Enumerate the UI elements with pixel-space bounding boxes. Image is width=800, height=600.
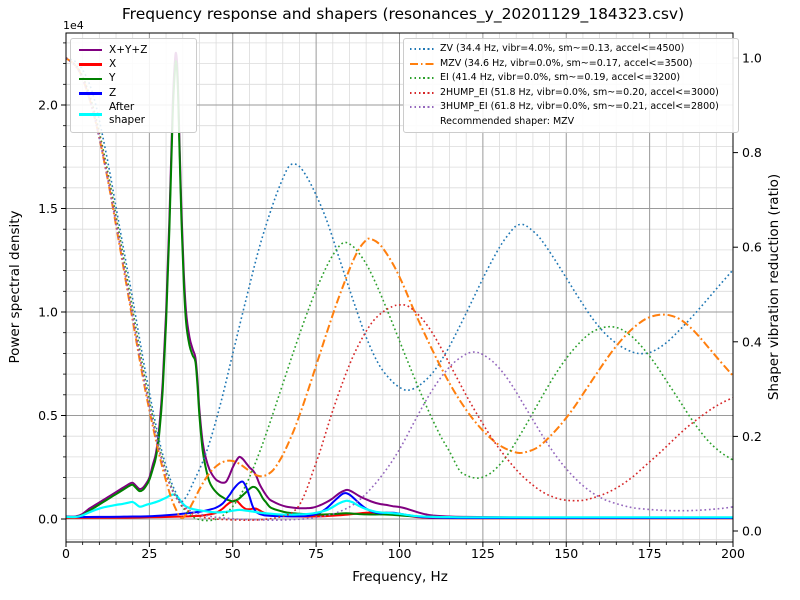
- legend-line-swatch: [410, 106, 434, 109]
- legend-label: X+Y+Z: [109, 43, 148, 56]
- curve-y: [65, 60, 733, 519]
- chart-title: Frequency response and shapers (resonanc…: [122, 5, 684, 24]
- y-left-offset-text: 1e4: [63, 19, 84, 32]
- legend-item-3hump-ei: 3HUMP_EI (61.8 Hz, vibr=0.0%, sm~=0.21, …: [410, 101, 732, 113]
- legend-item-mzv: MZV (34.6 Hz, vibr=0.0%, sm~=0.17, accel…: [410, 58, 732, 70]
- legend-label: Z: [109, 86, 117, 99]
- legend-item-2hump-ei: 2HUMP_EI (51.8 Hz, vibr=0.0%, sm~=0.20, …: [410, 87, 732, 99]
- y-left-tick-label: 1.0: [38, 305, 58, 320]
- x-tick-label: 25: [141, 546, 157, 561]
- x-tick-label: 175: [638, 546, 662, 561]
- legend-label: 2HUMP_EI (51.8 Hz, vibr=0.0%, sm~=0.20, …: [440, 86, 719, 98]
- y-right-tick-label: 0.6: [742, 240, 762, 255]
- legend-line-swatch: [79, 113, 102, 116]
- curve-mzv: [65, 57, 734, 519]
- y-right-tick-label: 1.0: [742, 51, 762, 66]
- legend-shapers: ZV (34.4 Hz, vibr=4.0%, sm~=0.13, accel<…: [403, 38, 739, 133]
- legend-line-swatch: [79, 92, 102, 95]
- curve-zv: [65, 57, 734, 503]
- x-tick-label: 75: [308, 546, 324, 561]
- legend-psd: X+Y+Z X Y Z After shaper: [70, 38, 197, 133]
- y-right-tick-label: 0.8: [742, 145, 762, 160]
- legend-item-ei: EI (41.4 Hz, vibr=0.0%, sm~=0.19, accel<…: [410, 72, 732, 84]
- curve-2hump-ei: [65, 57, 734, 522]
- x-tick-label: 200: [721, 546, 745, 561]
- legend-line-swatch: [79, 63, 102, 66]
- legend-item-x+y+z: X+Y+Z: [79, 44, 188, 57]
- legend-label: EI (41.4 Hz, vibr=0.0%, sm~=0.19, accel<…: [440, 72, 681, 84]
- legend-line-swatch: [79, 48, 102, 52]
- legend-note-text: Recommended shaper: MZV: [440, 115, 575, 127]
- legend-line-swatch: [410, 77, 434, 80]
- legend-line-swatch: [410, 91, 434, 94]
- x-tick-label: 50: [225, 546, 241, 561]
- legend-label: 3HUMP_EI (61.8 Hz, vibr=0.0%, sm~=0.21, …: [440, 101, 719, 113]
- x-tick-label: 0: [62, 546, 70, 561]
- legend-label: ZV (34.4 Hz, vibr=4.0%, sm~=0.13, accel<…: [440, 43, 685, 55]
- legend-item-after-shaper: After shaper: [79, 101, 188, 127]
- legend-line-swatch: [410, 62, 434, 65]
- y-left-tick-label: 2.0: [38, 98, 58, 113]
- legend-note-recommended-shaper: Recommended shaper: MZV: [410, 116, 732, 128]
- y-right-tick-label: 0.2: [742, 429, 762, 444]
- curves: [65, 51, 734, 522]
- x-tick-label: 125: [471, 546, 495, 561]
- legend-line-swatch: [79, 77, 102, 81]
- y-right-axis-label: Shaper vibration reduction (ratio): [766, 174, 782, 400]
- y-left-tick-label: 0.5: [38, 408, 58, 423]
- legend-label: Y: [109, 72, 116, 85]
- legend-item-zv: ZV (34.4 Hz, vibr=4.0%, sm~=0.13, accel<…: [410, 43, 732, 55]
- legend-label: MZV (34.6 Hz, vibr=0.0%, sm~=0.17, accel…: [440, 57, 693, 69]
- tick-labels: 0 25 50 75 100 125 150 175 200 0.0 0.5 1.0 1.5 2.0 0.0…: [38, 51, 762, 562]
- legend-label: After shaper: [109, 101, 146, 127]
- x-tick-label: 150: [554, 546, 578, 561]
- legend-label: X: [109, 58, 117, 70]
- y-left-axis-label: Power spectral density: [7, 210, 23, 363]
- legend-item-z: Z: [79, 87, 188, 100]
- y-left-tick-label: 1.5: [38, 201, 58, 216]
- y-left-tick-label: 0.0: [38, 512, 58, 527]
- x-tick-label: 100: [388, 546, 412, 561]
- curve-after-shaper: [65, 493, 733, 519]
- legend-line-swatch: [410, 48, 434, 51]
- y-right-tick-label: 0.0: [742, 524, 762, 539]
- legend-item-x: X: [79, 58, 188, 71]
- y-right-tick-label: 0.4: [742, 334, 762, 349]
- x-axis-label: Frequency, Hz: [352, 569, 448, 585]
- legend-item-y: Y: [79, 72, 188, 85]
